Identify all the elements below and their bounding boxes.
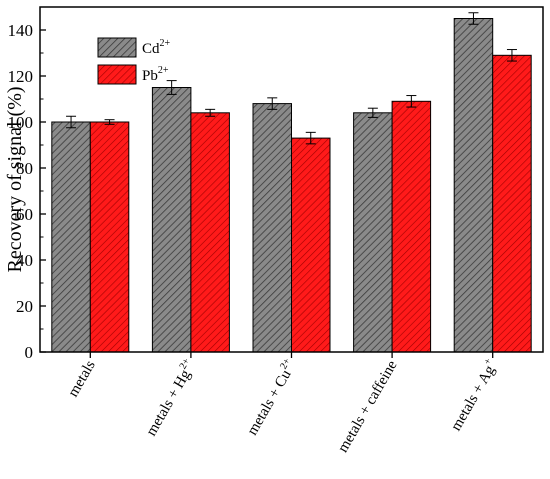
- bars-group: [51, 12, 532, 353]
- bar-pb-1: [190, 112, 230, 353]
- y-tick-label: 40: [16, 251, 33, 270]
- error-bar-pb-4: [506, 49, 517, 62]
- x-category-label-base: metals: [65, 358, 99, 400]
- x-category-label: metals + Cu2+: [242, 356, 300, 438]
- y-tick-label: 120: [8, 67, 34, 86]
- error-bar-cd-2: [267, 97, 278, 110]
- y-axis-title: Recovery of signal (%): [4, 86, 26, 272]
- y-tick-label: 20: [16, 297, 33, 316]
- bar-pb-3: [391, 100, 432, 353]
- error-bar-cd-0: [66, 115, 77, 129]
- legend: Cd2+Pb2+: [97, 37, 171, 85]
- bar-pb-4: [492, 54, 532, 353]
- x-category-label: metals: [65, 358, 99, 400]
- y-tick-label: 140: [8, 21, 34, 40]
- x-category-label-base: metals + Hg: [143, 367, 194, 439]
- legend-swatch-cd: [97, 37, 137, 58]
- bar-pb-2: [291, 137, 331, 353]
- x-category-label-base: metals + Cu: [244, 367, 294, 438]
- legend-label-pb: Pb2+: [142, 65, 169, 84]
- legend-label-pb-base: Pb: [142, 68, 158, 84]
- error-bar-cd-3: [367, 107, 378, 118]
- y-tick-label: 60: [16, 205, 33, 224]
- x-category-label: metals + Ag+: [446, 356, 502, 434]
- y-tick-label: 0: [25, 343, 34, 362]
- bar-cd-0: [51, 121, 91, 353]
- y-axis: 0 20 40 60 80 100 120 140: [8, 21, 46, 362]
- x-category-label-base: metals + Ag: [448, 362, 498, 433]
- x-category-label-superscript: +: [482, 356, 495, 367]
- x-category-label: metals + Hg2+: [141, 356, 200, 439]
- bar-pb-0: [89, 121, 130, 353]
- bar-cd-3: [353, 112, 393, 353]
- x-category-label-superscript: 2+: [178, 356, 193, 371]
- legend-label-cd: Cd2+: [142, 38, 171, 57]
- error-bar-pb-2: [305, 131, 316, 145]
- error-bar-cd-1: [166, 80, 177, 95]
- legend-label-cd-superscript: 2+: [160, 38, 171, 49]
- x-axis: metals metals + Hg2+metals + Cu2+ metals +…: [65, 352, 502, 456]
- error-bar-cd-4: [468, 12, 479, 25]
- bar-cd-1: [151, 87, 192, 353]
- x-category-label-superscript: 2+: [278, 356, 293, 371]
- plot-frame: [39, 6, 544, 353]
- error-bar-pb-1: [205, 108, 216, 117]
- y-tick-label: 80: [16, 159, 33, 178]
- legend-label-cd-base: Cd: [142, 41, 160, 57]
- legend-label-pb-superscript: 2+: [158, 65, 169, 76]
- x-category-label: metals + caffeine: [335, 358, 401, 456]
- bar-cd-2: [252, 103, 292, 353]
- y-tick-label: 100: [8, 113, 34, 132]
- bar-cd-4: [453, 18, 494, 353]
- x-category-label-base: metals + caffeine: [335, 358, 401, 456]
- error-bar-pb-0: [104, 119, 115, 125]
- legend-swatch-pb: [97, 64, 137, 85]
- error-bar-pb-3: [406, 95, 417, 108]
